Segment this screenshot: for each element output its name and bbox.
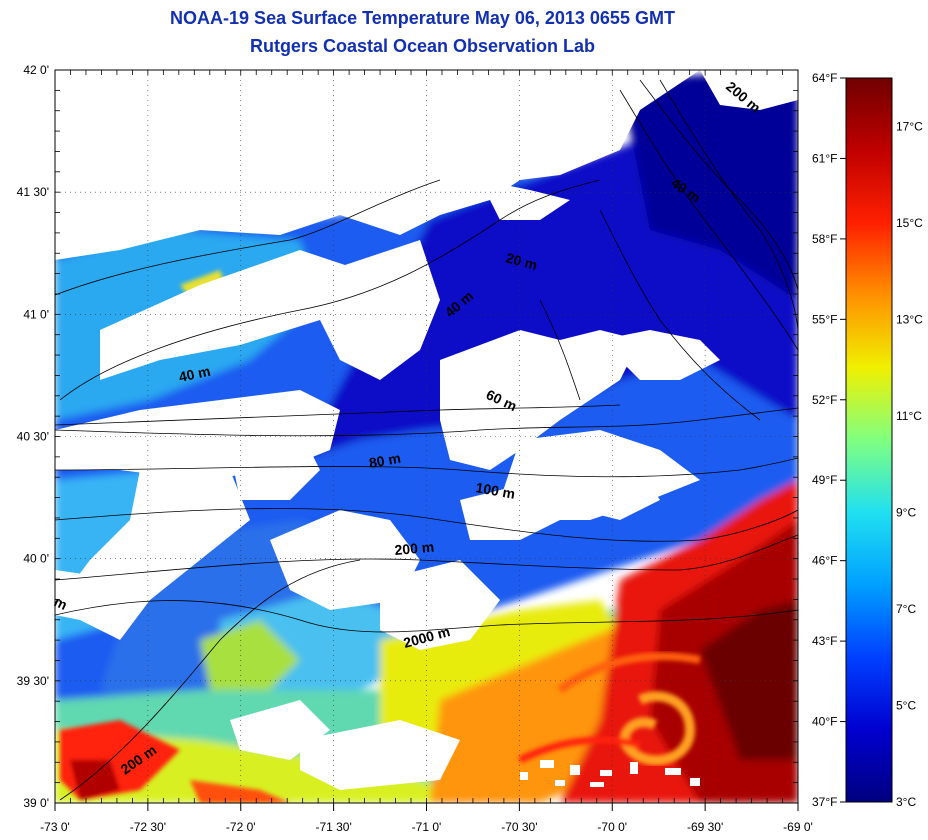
cloud-cover <box>55 240 720 790</box>
fahrenheit-label: 46°F <box>812 554 837 568</box>
isobath-contours <box>55 79 798 801</box>
lon-tick-label: -72 0' <box>226 820 256 834</box>
fahrenheit-label: 64°F <box>812 71 837 85</box>
celsius-label: 9°C <box>896 505 916 519</box>
celsius-label: 3°C <box>896 795 916 809</box>
celsius-label: 7°C <box>896 602 916 616</box>
isobath-label: 40 m <box>177 363 212 385</box>
fahrenheit-label: 61°F <box>812 151 837 165</box>
lat-tick-label: 41 30' <box>17 185 49 199</box>
celsius-label: 11°C <box>896 409 922 423</box>
lat-tick-label: 42 0' <box>23 63 49 77</box>
lon-tick-label: -69 30' <box>687 820 723 834</box>
lon-tick-label: -69 0' <box>783 820 813 834</box>
isobath-label: 80 m <box>368 450 402 471</box>
isobath-label: m <box>52 593 70 613</box>
lat-tick-label: 41 0' <box>23 307 49 321</box>
lat-tick-label: 39 0' <box>23 796 49 810</box>
fahrenheit-label: 49°F <box>812 473 837 487</box>
lat-tick-label: 40 0' <box>23 552 49 566</box>
map-title: NOAA-19 Sea Surface Temperature May 06, … <box>170 8 675 28</box>
lon-tick-label: -70 30' <box>501 820 537 834</box>
celsius-label: 13°C <box>896 312 923 326</box>
fahrenheit-label: 58°F <box>812 232 837 246</box>
fahrenheit-label: 55°F <box>812 312 837 326</box>
isobath-label: 100 m <box>474 479 516 502</box>
fahrenheit-label: 37°F <box>812 795 837 809</box>
lon-tick-label: -71 30' <box>315 820 351 834</box>
celsius-scale: 17°C 15°C 13°C 11°C 9°C 7°C 5°C 3°C <box>896 119 923 809</box>
colorbar <box>845 77 893 803</box>
lon-tick-label: -70 0' <box>597 820 627 834</box>
fahrenheit-label: 40°F <box>812 715 837 729</box>
fahrenheit-scale: 64°F 61°F 58°F 55°F 52°F 49°F 46°F 43°F 40°F 37°F <box>812 71 846 809</box>
isobath-label: 200 m <box>394 539 435 558</box>
map-subtitle: Rutgers Coastal Ocean Observation Lab <box>249 36 596 56</box>
celsius-label: 17°C <box>896 119 923 133</box>
axis-ticks: -73 0' -72 30' -72 0' -71 30' -71 0' -70 30' -… <box>17 63 813 834</box>
graticule <box>55 70 798 803</box>
celsius-label: 5°C <box>896 698 916 712</box>
fahrenheit-label: 43°F <box>812 634 837 648</box>
warm-core-eddy <box>518 652 701 766</box>
satellite-noise <box>520 760 700 787</box>
lon-tick-label: -72 30' <box>130 820 166 834</box>
fahrenheit-label: 52°F <box>812 393 837 407</box>
isobath-label: 20 m <box>504 249 539 273</box>
celsius-label: 15°C <box>896 216 923 230</box>
lat-tick-label: 40 30' <box>17 430 49 444</box>
lat-tick-label: 39 30' <box>17 674 49 688</box>
lon-tick-label: -71 0' <box>412 820 442 834</box>
lon-tick-label: -73 0' <box>40 820 70 834</box>
